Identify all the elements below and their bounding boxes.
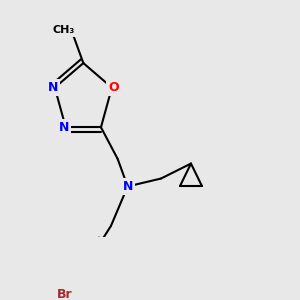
Text: N: N <box>59 121 69 134</box>
Text: Br: Br <box>57 288 73 300</box>
Text: CH₃: CH₃ <box>52 25 74 34</box>
Text: N: N <box>122 180 133 193</box>
Text: O: O <box>108 81 119 94</box>
Text: N: N <box>48 81 58 94</box>
